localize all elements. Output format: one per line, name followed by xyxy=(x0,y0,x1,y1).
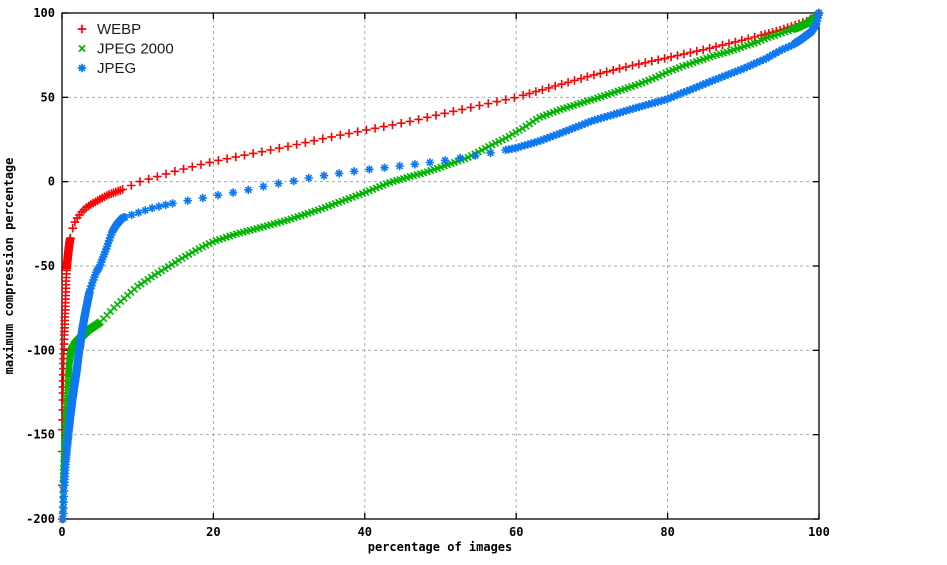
webp-marker-icon xyxy=(77,24,87,34)
data-series xyxy=(57,8,824,524)
tick-labels: 0 20 40 60 80 100 -200 -150 -100 -50 0 50 100 xyxy=(26,6,830,539)
y-tick-label: -200 xyxy=(26,512,55,526)
y-tick-label: -100 xyxy=(26,343,55,357)
y-tick-label: 50 xyxy=(41,90,55,104)
y-axis-label: maximum compression percentage xyxy=(2,158,16,375)
x-tick-label: 100 xyxy=(808,525,830,539)
legend-label: JPEG 2000 xyxy=(97,41,174,58)
y-tick-label: -50 xyxy=(33,259,55,273)
x-axis-label: percentage of images xyxy=(368,540,513,554)
legend-entry-jpeg-2000: JPEG 2000 xyxy=(78,41,174,58)
x-tick-label: 40 xyxy=(358,525,372,539)
x-tick-label: 80 xyxy=(660,525,674,539)
y-tick-label: 0 xyxy=(48,175,55,189)
legend-label: JPEG xyxy=(97,60,136,77)
legend-label: WEBP xyxy=(97,21,141,38)
x-tick-label: 60 xyxy=(509,525,523,539)
legend-entry-webp: WEBP xyxy=(77,21,141,38)
y-tick-label: -150 xyxy=(26,428,55,442)
legend: WEBP JPEG 2000 JPEG xyxy=(77,21,174,77)
y-tick-label: 100 xyxy=(33,6,55,20)
gridlines xyxy=(62,13,819,519)
jpeg-2000-marker-icon xyxy=(78,44,86,53)
legend-entry-jpeg: JPEG xyxy=(77,60,136,77)
series-jpeg-markers xyxy=(58,8,824,524)
x-tick-label: 0 xyxy=(58,525,65,539)
jpeg-marker-icon xyxy=(77,63,87,73)
x-tick-label: 20 xyxy=(206,525,220,539)
